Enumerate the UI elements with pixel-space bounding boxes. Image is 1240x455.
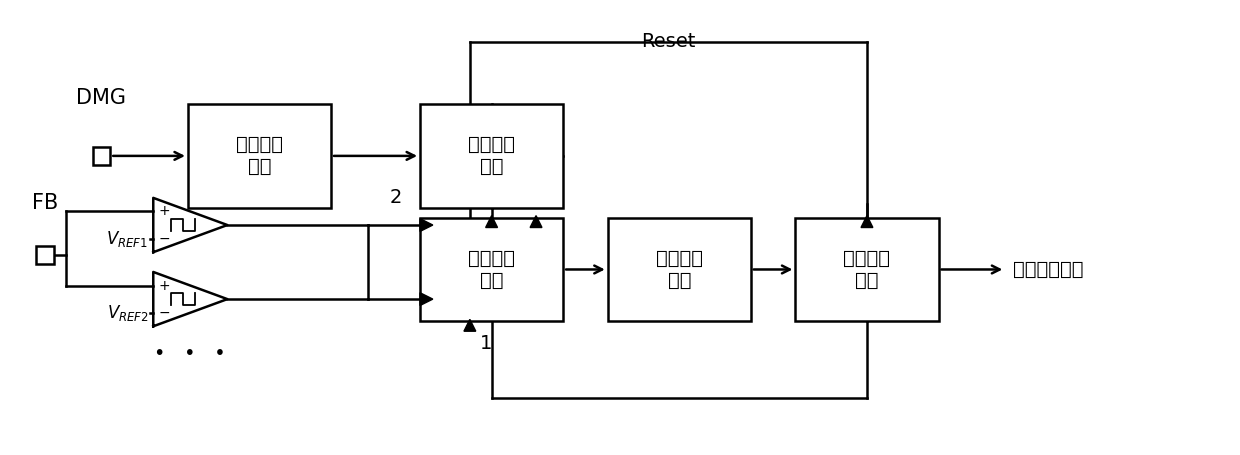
Polygon shape bbox=[420, 293, 433, 306]
Text: 谷底比较
电路: 谷底比较 电路 bbox=[656, 249, 703, 290]
Text: Reset: Reset bbox=[641, 32, 696, 51]
Bar bbox=[93, 147, 110, 165]
Polygon shape bbox=[464, 319, 476, 331]
Text: 谷底导通信号: 谷底导通信号 bbox=[1013, 260, 1084, 279]
Text: 谷底运算
电路: 谷底运算 电路 bbox=[843, 249, 890, 290]
Bar bbox=[420, 217, 563, 321]
Bar bbox=[36, 246, 55, 263]
Text: +: + bbox=[159, 204, 170, 218]
Bar bbox=[795, 217, 939, 321]
Text: •   •   •: • • • bbox=[155, 344, 226, 364]
Bar bbox=[187, 104, 331, 208]
Bar bbox=[608, 217, 751, 321]
Text: 2: 2 bbox=[389, 188, 402, 207]
Text: 1: 1 bbox=[480, 334, 492, 353]
Polygon shape bbox=[531, 216, 542, 228]
Text: 谷底检测
电路: 谷底检测 电路 bbox=[236, 136, 283, 177]
Text: FB: FB bbox=[32, 193, 58, 213]
Polygon shape bbox=[486, 216, 497, 228]
Bar bbox=[420, 104, 563, 208]
Text: $V_{REF1}$: $V_{REF1}$ bbox=[107, 228, 149, 248]
Text: DMG: DMG bbox=[77, 88, 126, 108]
Text: 谷底计数
电路: 谷底计数 电路 bbox=[467, 136, 515, 177]
Text: $V_{REF2}$: $V_{REF2}$ bbox=[107, 303, 149, 323]
Polygon shape bbox=[420, 218, 433, 232]
Text: 谷底锁存
电路: 谷底锁存 电路 bbox=[467, 249, 515, 290]
Text: +: + bbox=[159, 278, 170, 293]
Polygon shape bbox=[861, 216, 873, 228]
Text: −: − bbox=[159, 306, 170, 320]
Text: −: − bbox=[159, 232, 170, 246]
